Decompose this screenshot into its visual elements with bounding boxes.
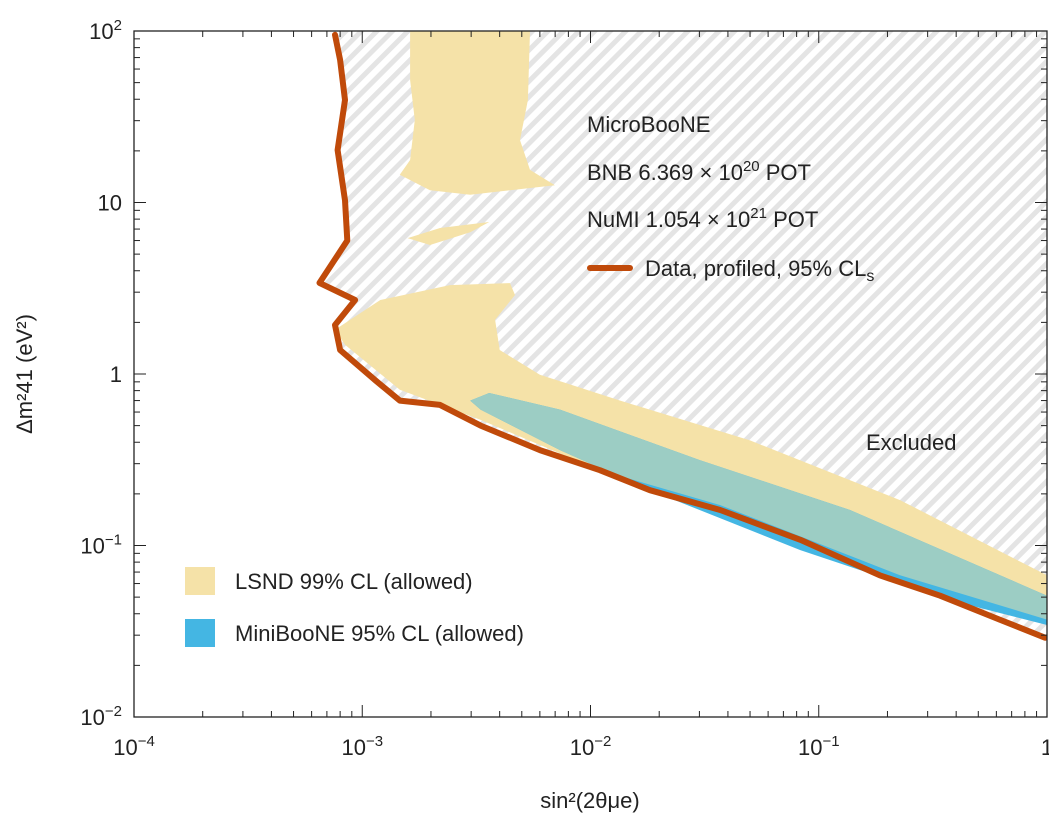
- annotation-excluded: Excluded: [866, 430, 957, 455]
- data-exclusion-contour: [316, 31, 1047, 641]
- legend-swatch-lsnd: [185, 567, 215, 595]
- legend-label-lsnd: LSND 99% CL (allowed): [235, 569, 473, 594]
- lsnd-region-0: [399, 31, 555, 195]
- x-tick-label: 10−2: [570, 733, 612, 760]
- y-tick-label: 10−2: [80, 703, 122, 730]
- y-tick-label: 1: [110, 362, 122, 387]
- annotation-bnb: BNB 6.369 × 1020 POT: [587, 158, 811, 185]
- y-axis-label: Δm²41 (eV²): [12, 314, 37, 434]
- lsnd-miniboone-overlap: [470, 393, 1047, 620]
- legend-label-data: Data, profiled, 95% CLs: [645, 256, 874, 285]
- x-tick-label: 10−3: [341, 733, 383, 760]
- annotation-numi: NuMI 1.054 × 1021 POT: [587, 205, 818, 232]
- x-tick-label: 1: [1041, 735, 1049, 760]
- y-tick-label: 10: [98, 191, 122, 216]
- annotation-experiment: MicroBooNE: [587, 112, 710, 137]
- x-tick-label: 10−1: [798, 733, 840, 760]
- lsnd-region-1: [407, 222, 490, 245]
- x-axis-label: sin²(2θμe): [540, 788, 639, 813]
- y-tick-label: 102: [89, 17, 122, 44]
- legend-label-miniboone: MiniBooNE 95% CL (allowed): [235, 621, 524, 646]
- x-tick-label: 10−4: [113, 733, 155, 760]
- y-tick-label: 10−1: [80, 532, 122, 559]
- legend-swatch-miniboone: [185, 619, 215, 647]
